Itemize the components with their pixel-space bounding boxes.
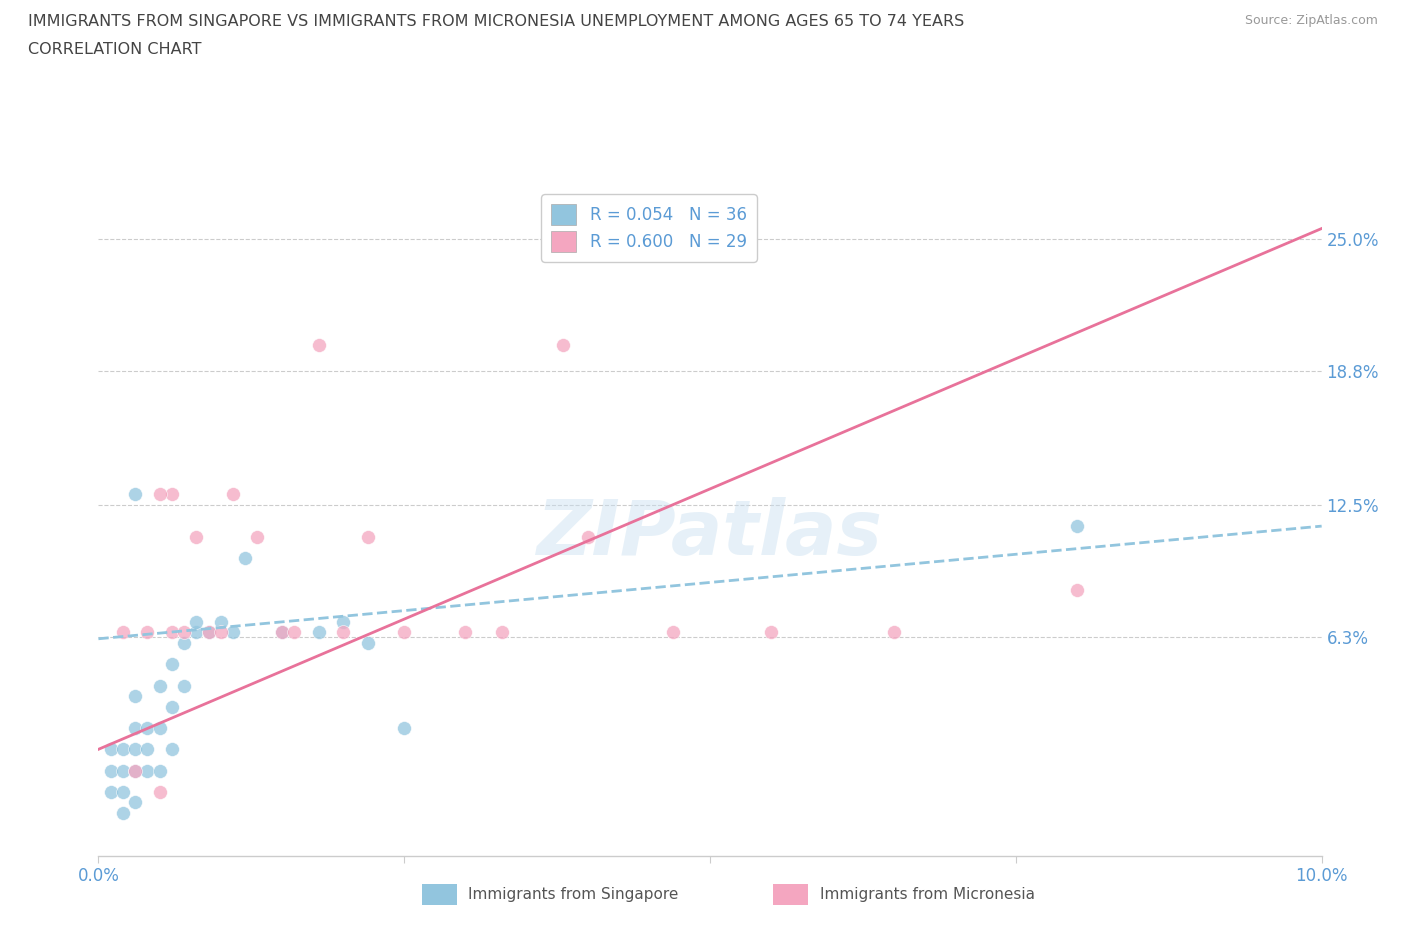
Point [197,625,219,640]
Point [392,625,416,640]
Point [124,486,146,501]
Point [222,486,245,501]
Point [662,625,685,640]
Point [392,721,416,736]
Text: CORRELATION CHART: CORRELATION CHART [28,42,201,57]
Point [160,742,183,757]
Point [111,764,134,778]
Point [124,795,146,810]
Point [270,625,292,640]
Point [675,243,697,258]
Point [197,625,219,640]
Point [186,529,208,544]
Point [124,742,146,757]
Point [553,338,575,352]
Point [160,699,183,714]
Point [149,784,172,799]
Point [173,678,195,693]
Point [136,625,159,640]
Point [356,529,378,544]
Point [209,615,232,630]
Point [124,764,146,778]
Point [186,625,208,640]
Point [136,721,159,736]
Point [246,529,269,544]
Text: Immigrants from Micronesia: Immigrants from Micronesia [820,887,1035,902]
Point [270,625,292,640]
Point [222,625,245,640]
Point [173,625,195,640]
Point [100,742,122,757]
Legend: R = 0.054   N = 36, R = 0.600   N = 29: R = 0.054 N = 36, R = 0.600 N = 29 [541,194,756,261]
Point [124,721,146,736]
Point [111,742,134,757]
Point [233,551,256,565]
Point [111,805,134,820]
Point [308,625,330,640]
Point [723,243,745,258]
Point [576,529,599,544]
Point [111,784,134,799]
Point [454,625,477,640]
Point [149,486,172,501]
Point [759,625,782,640]
Point [186,615,208,630]
Point [332,615,354,630]
Point [149,678,172,693]
Point [160,657,183,671]
Point [100,764,122,778]
Point [883,625,905,640]
Point [124,689,146,704]
Point [356,635,378,650]
Text: ZIPatlas: ZIPatlas [537,498,883,571]
Point [124,764,146,778]
Point [209,625,232,640]
Text: IMMIGRANTS FROM SINGAPORE VS IMMIGRANTS FROM MICRONESIA UNEMPLOYMENT AMONG AGES : IMMIGRANTS FROM SINGAPORE VS IMMIGRANTS … [28,14,965,29]
Point [491,625,513,640]
Text: Source: ZipAtlas.com: Source: ZipAtlas.com [1244,14,1378,27]
Point [160,625,183,640]
Point [283,625,305,640]
Point [1066,582,1088,597]
Point [173,635,195,650]
Point [111,625,134,640]
Point [136,742,159,757]
Point [100,784,122,799]
Point [332,625,354,640]
Point [149,764,172,778]
Point [149,721,172,736]
Point [308,338,330,352]
Point [160,486,183,501]
Point [136,764,159,778]
Point [1066,519,1088,534]
Text: Immigrants from Singapore: Immigrants from Singapore [468,887,679,902]
